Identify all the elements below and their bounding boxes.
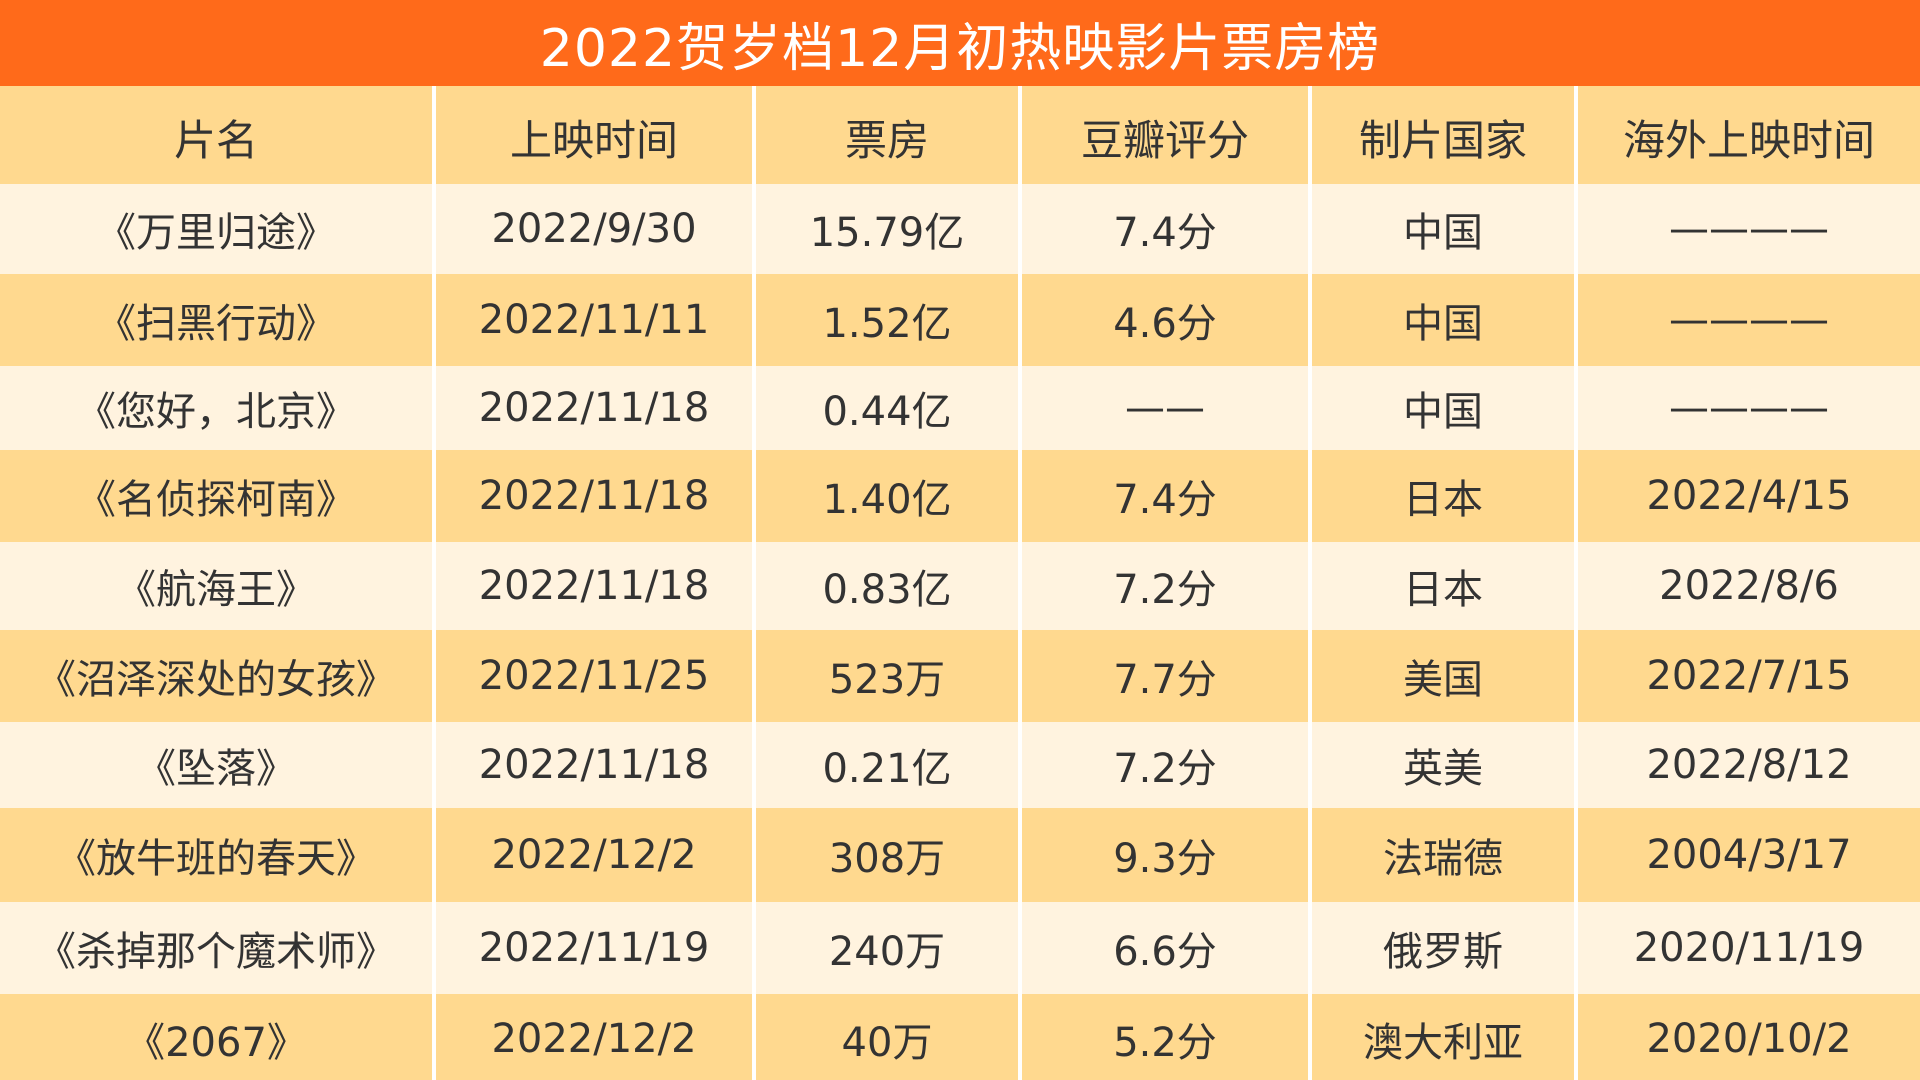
cell-country: 法瑞德 <box>1312 808 1578 902</box>
cell-title: 《名侦探柯南》 <box>0 450 436 542</box>
box-office-table: 片名 上映时间 票房 豆瓣评分 制片国家 海外上映时间 《万里归途》 2022/… <box>0 86 1920 1080</box>
cell-overseas-date: 2022/4/15 <box>1578 450 1920 542</box>
cell-title: 《杀掉那个魔术师》 <box>0 902 436 994</box>
cell-douban-score: 4.6分 <box>1022 274 1312 366</box>
column-header-overseas-date: 海外上映时间 <box>1578 86 1920 184</box>
column-header-box-office: 票房 <box>756 86 1022 184</box>
cell-overseas-date: ———— <box>1578 184 1920 274</box>
cell-release-date: 2022/12/2 <box>436 808 756 902</box>
cell-douban-score: 5.2分 <box>1022 994 1312 1080</box>
cell-douban-score: 7.4分 <box>1022 184 1312 274</box>
cell-box-office: 0.44亿 <box>756 366 1022 450</box>
cell-douban-score: 7.7分 <box>1022 630 1312 722</box>
cell-box-office: 40万 <box>756 994 1022 1080</box>
cell-box-office: 0.83亿 <box>756 542 1022 630</box>
cell-release-date: 2022/11/19 <box>436 902 756 994</box>
cell-release-date: 2022/12/2 <box>436 994 756 1080</box>
column-header-douban-score: 豆瓣评分 <box>1022 86 1312 184</box>
cell-box-office: 1.40亿 <box>756 450 1022 542</box>
cell-overseas-date: 2004/3/17 <box>1578 808 1920 902</box>
table-row: 《扫黑行动》 2022/11/11 1.52亿 4.6分 中国 ———— <box>0 274 1920 366</box>
table-row: 《2067》 2022/12/2 40万 5.2分 澳大利亚 2020/10/2 <box>0 994 1920 1080</box>
cell-release-date: 2022/11/18 <box>436 366 756 450</box>
cell-release-date: 2022/9/30 <box>436 184 756 274</box>
cell-douban-score: 7.2分 <box>1022 722 1312 808</box>
header-row: 片名 上映时间 票房 豆瓣评分 制片国家 海外上映时间 <box>0 86 1920 184</box>
column-header-country: 制片国家 <box>1312 86 1578 184</box>
cell-overseas-date: ———— <box>1578 274 1920 366</box>
cell-release-date: 2022/11/18 <box>436 722 756 808</box>
column-header-release-date: 上映时间 <box>436 86 756 184</box>
table-row: 《杀掉那个魔术师》 2022/11/19 240万 6.6分 俄罗斯 2020/… <box>0 902 1920 994</box>
cell-title: 《放牛班的春天》 <box>0 808 436 902</box>
cell-douban-score: —— <box>1022 366 1312 450</box>
cell-overseas-date: ———— <box>1578 366 1920 450</box>
cell-box-office: 15.79亿 <box>756 184 1022 274</box>
cell-country: 俄罗斯 <box>1312 902 1578 994</box>
cell-country: 中国 <box>1312 184 1578 274</box>
cell-title: 《航海王》 <box>0 542 436 630</box>
cell-douban-score: 7.4分 <box>1022 450 1312 542</box>
cell-title: 《坠落》 <box>0 722 436 808</box>
cell-douban-score: 9.3分 <box>1022 808 1312 902</box>
cell-release-date: 2022/11/25 <box>436 630 756 722</box>
cell-overseas-date: 2020/11/19 <box>1578 902 1920 994</box>
table-row: 《坠落》 2022/11/18 0.21亿 7.2分 英美 2022/8/12 <box>0 722 1920 808</box>
table-row: 《航海王》 2022/11/18 0.83亿 7.2分 日本 2022/8/6 <box>0 542 1920 630</box>
cell-box-office: 0.21亿 <box>756 722 1022 808</box>
cell-title: 《沼泽深处的女孩》 <box>0 630 436 722</box>
cell-release-date: 2022/11/18 <box>436 450 756 542</box>
cell-country: 中国 <box>1312 274 1578 366</box>
cell-overseas-date: 2022/7/15 <box>1578 630 1920 722</box>
column-header-title: 片名 <box>0 86 436 184</box>
cell-overseas-date: 2020/10/2 <box>1578 994 1920 1080</box>
table-row: 《名侦探柯南》 2022/11/18 1.40亿 7.4分 日本 2022/4/… <box>0 450 1920 542</box>
cell-country: 日本 <box>1312 542 1578 630</box>
table-row: 《放牛班的春天》 2022/12/2 308万 9.3分 法瑞德 2004/3/… <box>0 808 1920 902</box>
cell-douban-score: 7.2分 <box>1022 542 1312 630</box>
cell-box-office: 308万 <box>756 808 1022 902</box>
cell-box-office: 1.52亿 <box>756 274 1022 366</box>
cell-country: 英美 <box>1312 722 1578 808</box>
cell-overseas-date: 2022/8/6 <box>1578 542 1920 630</box>
cell-box-office: 523万 <box>756 630 1022 722</box>
cell-title: 《2067》 <box>0 994 436 1080</box>
cell-country: 日本 <box>1312 450 1578 542</box>
cell-title: 《万里归途》 <box>0 184 436 274</box>
cell-release-date: 2022/11/11 <box>436 274 756 366</box>
cell-box-office: 240万 <box>756 902 1022 994</box>
table-row: 《万里归途》 2022/9/30 15.79亿 7.4分 中国 ———— <box>0 184 1920 274</box>
cell-release-date: 2022/11/18 <box>436 542 756 630</box>
cell-title: 《扫黑行动》 <box>0 274 436 366</box>
table-title: 2022贺岁档12月初热映影片票房榜 <box>0 0 1920 86</box>
cell-overseas-date: 2022/8/12 <box>1578 722 1920 808</box>
cell-title: 《您好，北京》 <box>0 366 436 450</box>
cell-country: 中国 <box>1312 366 1578 450</box>
table-row: 《沼泽深处的女孩》 2022/11/25 523万 7.7分 美国 2022/7… <box>0 630 1920 722</box>
cell-country: 美国 <box>1312 630 1578 722</box>
cell-country: 澳大利亚 <box>1312 994 1578 1080</box>
table-row: 《您好，北京》 2022/11/18 0.44亿 —— 中国 ———— <box>0 366 1920 450</box>
cell-douban-score: 6.6分 <box>1022 902 1312 994</box>
